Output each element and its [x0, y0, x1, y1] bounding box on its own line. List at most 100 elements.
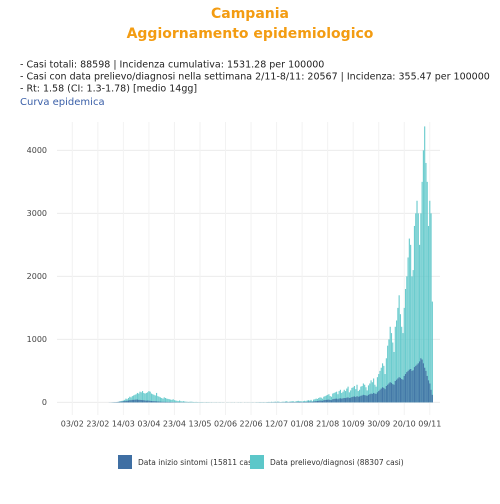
chart-title: Campania [211, 6, 289, 22]
bar [307, 402, 308, 403]
x-tick-label: 02/06 [214, 420, 237, 429]
bar [381, 389, 382, 403]
bar [387, 385, 388, 403]
bar [376, 394, 377, 403]
bar [170, 400, 171, 403]
bar [129, 400, 130, 402]
bar [410, 369, 411, 402]
y-tick-label: 2000 [27, 272, 47, 281]
bar [397, 378, 398, 402]
bar [156, 393, 157, 402]
bar [118, 402, 119, 403]
bar [404, 376, 405, 402]
bar [192, 402, 193, 403]
bar [134, 400, 135, 403]
bar [374, 394, 375, 403]
bar [425, 371, 426, 403]
bar [152, 401, 153, 402]
bar [406, 372, 407, 402]
bar [161, 398, 162, 402]
legend-swatch [250, 455, 264, 469]
bar [373, 393, 374, 402]
bar [127, 401, 128, 403]
bar [419, 361, 420, 402]
bar [153, 401, 154, 402]
bar [432, 395, 433, 403]
bar [353, 397, 354, 403]
bar [156, 401, 157, 402]
bar [413, 370, 414, 402]
bar [169, 399, 170, 402]
x-tick-label: 01/08 [291, 420, 314, 429]
bar [428, 380, 429, 402]
bar [430, 213, 431, 402]
bar [340, 398, 341, 402]
y-tick-label: 4000 [27, 146, 47, 155]
bar [147, 401, 148, 403]
bar [348, 397, 349, 402]
x-tick-label: 23/02 [86, 420, 109, 429]
bar [309, 402, 310, 403]
bar [359, 396, 360, 402]
bar [308, 402, 309, 403]
bar [123, 401, 124, 402]
bar [145, 401, 146, 403]
bar [386, 386, 387, 402]
bar [418, 363, 419, 402]
bar [137, 400, 138, 403]
info-line: - Rt: 1.58 (CI: 1.3-1.78) [medio 14gg] [20, 84, 197, 95]
x-tick-label: 10/09 [342, 420, 365, 429]
bar [391, 383, 392, 403]
bar [354, 396, 355, 402]
bar [360, 396, 361, 403]
bar [316, 401, 317, 402]
bar [378, 391, 379, 402]
legend-label: Data inizio sintomi (15811 casi) [138, 458, 257, 467]
bar [372, 394, 373, 403]
bar [369, 394, 370, 402]
x-tick-label: 03/04 [137, 420, 160, 429]
bar [377, 392, 378, 402]
bar [405, 374, 406, 402]
x-tick-label: 13/05 [188, 420, 211, 429]
bar [173, 399, 174, 402]
bar [332, 399, 333, 402]
bar [355, 397, 356, 402]
bar [396, 380, 397, 403]
bar [429, 201, 430, 403]
bar [136, 400, 137, 403]
bar [325, 400, 326, 402]
bar [321, 401, 322, 403]
bar [298, 402, 299, 403]
bar [327, 400, 328, 403]
bar [356, 396, 357, 402]
bar [331, 400, 332, 402]
bar [395, 381, 396, 402]
chart-subtitle: Aggiornamento epidemiologico [127, 26, 374, 42]
bar [314, 401, 315, 402]
bar [382, 387, 383, 402]
bar [400, 378, 401, 403]
bar [429, 383, 430, 402]
bar [363, 395, 364, 403]
bar [143, 400, 144, 402]
bar [350, 398, 351, 403]
bar [351, 397, 352, 402]
bar [432, 302, 433, 403]
y-tick-label: 3000 [27, 209, 47, 218]
bar [322, 401, 323, 403]
bar [165, 402, 166, 403]
bar [157, 401, 158, 402]
bar [339, 398, 340, 402]
bar [392, 384, 393, 402]
bar [367, 396, 368, 403]
bar [341, 399, 342, 403]
x-tick-label: 22/06 [240, 420, 263, 429]
x-tick-label: 14/03 [112, 420, 135, 429]
bar [424, 126, 425, 402]
bar [385, 389, 386, 402]
bar [141, 400, 142, 402]
bar [362, 395, 363, 402]
bar [162, 402, 163, 403]
